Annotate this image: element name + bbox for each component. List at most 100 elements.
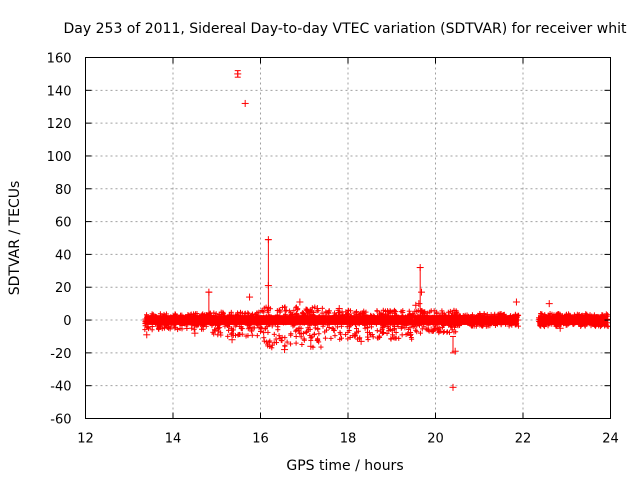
band-point: [220, 309, 226, 315]
band-point: [291, 307, 297, 313]
band-point: [207, 311, 213, 317]
band-point: [299, 310, 305, 316]
band-point: [325, 322, 331, 328]
band-point: [164, 324, 170, 330]
band-point: [422, 314, 428, 320]
band-point: [368, 312, 374, 318]
band-point: [242, 313, 248, 319]
band-point: [233, 332, 239, 338]
band-point: [370, 316, 376, 322]
band-point: [347, 334, 353, 340]
band-point: [474, 320, 480, 326]
band-point: [454, 311, 460, 317]
band-point: [215, 326, 221, 332]
band-point: [338, 331, 344, 337]
band-point: [142, 320, 148, 326]
band-point: [156, 324, 162, 330]
band-segment: [323, 307, 416, 343]
band-point: [558, 322, 564, 328]
band-point: [326, 315, 332, 321]
band-point: [322, 335, 328, 341]
band-point: [261, 335, 267, 341]
band-point: [352, 315, 358, 321]
band-segment: [536, 311, 611, 330]
band-point: [230, 315, 236, 321]
band-point: [288, 341, 294, 347]
band-point: [427, 309, 433, 315]
band-point: [421, 324, 427, 330]
band-point: [293, 327, 299, 333]
band-point: [307, 312, 313, 318]
data-point: [449, 383, 457, 391]
x-tick-label: 20: [427, 432, 444, 447]
band-point: [389, 314, 395, 320]
band-point: [398, 317, 404, 323]
band-point: [363, 312, 369, 318]
band-point: [350, 321, 356, 327]
band-point: [328, 335, 334, 341]
band-point: [407, 325, 413, 331]
band-point: [336, 319, 342, 325]
band-point: [172, 311, 178, 317]
band-point: [357, 335, 363, 341]
band-point: [192, 323, 198, 329]
band-point: [283, 307, 289, 313]
band-point: [198, 321, 204, 327]
data-point: [335, 305, 343, 313]
band-point: [284, 339, 290, 345]
x-tick-label: 14: [165, 432, 182, 447]
band-point: [408, 334, 414, 340]
data-point: [281, 346, 289, 354]
band-point: [446, 330, 452, 336]
band-point: [287, 313, 293, 319]
band-point: [254, 333, 260, 339]
band-point: [393, 314, 399, 320]
band-point: [227, 312, 233, 318]
y-tick-label: -20: [50, 347, 71, 362]
x-tick-labels: 12 14 16 18 20 22 24: [77, 432, 619, 447]
band-point: [167, 317, 173, 323]
band-point: [222, 323, 228, 329]
y-tick-label: 80: [55, 183, 72, 198]
band-point: [303, 313, 309, 319]
data-point: [427, 326, 435, 334]
band-segment: [258, 304, 329, 351]
band-point: [352, 333, 358, 339]
band-point: [365, 337, 371, 343]
band-point: [228, 309, 234, 315]
data-point: [241, 99, 249, 107]
band-point: [255, 322, 261, 328]
band-point: [317, 319, 323, 325]
band-point: [393, 330, 399, 336]
band-point: [314, 337, 320, 343]
band-point: [342, 318, 348, 324]
y-tick-label: 40: [55, 248, 72, 263]
band-point: [339, 335, 345, 341]
band-segment: [411, 307, 460, 336]
x-tick-label: 24: [602, 432, 619, 447]
band-point: [439, 308, 445, 314]
band-point: [466, 313, 472, 319]
band-point: [279, 338, 285, 344]
band-point: [479, 323, 485, 329]
band-point: [321, 320, 327, 326]
band-point: [434, 309, 440, 315]
band-point: [466, 319, 472, 325]
y-tick-label: 100: [47, 150, 72, 165]
band-point: [507, 314, 513, 320]
band-point: [500, 312, 506, 318]
band-point: [231, 327, 237, 333]
band-point: [381, 330, 387, 336]
band-point: [348, 313, 354, 319]
band-point: [425, 322, 431, 328]
band-point: [179, 317, 185, 323]
band-point: [538, 311, 544, 317]
band-point: [236, 317, 242, 323]
band-point: [326, 308, 332, 314]
band-point: [211, 312, 217, 318]
band-point: [189, 325, 195, 331]
band-point: [274, 340, 280, 346]
error-bars: [205, 70, 456, 354]
data-point: [412, 301, 420, 309]
band-point: [280, 320, 286, 326]
